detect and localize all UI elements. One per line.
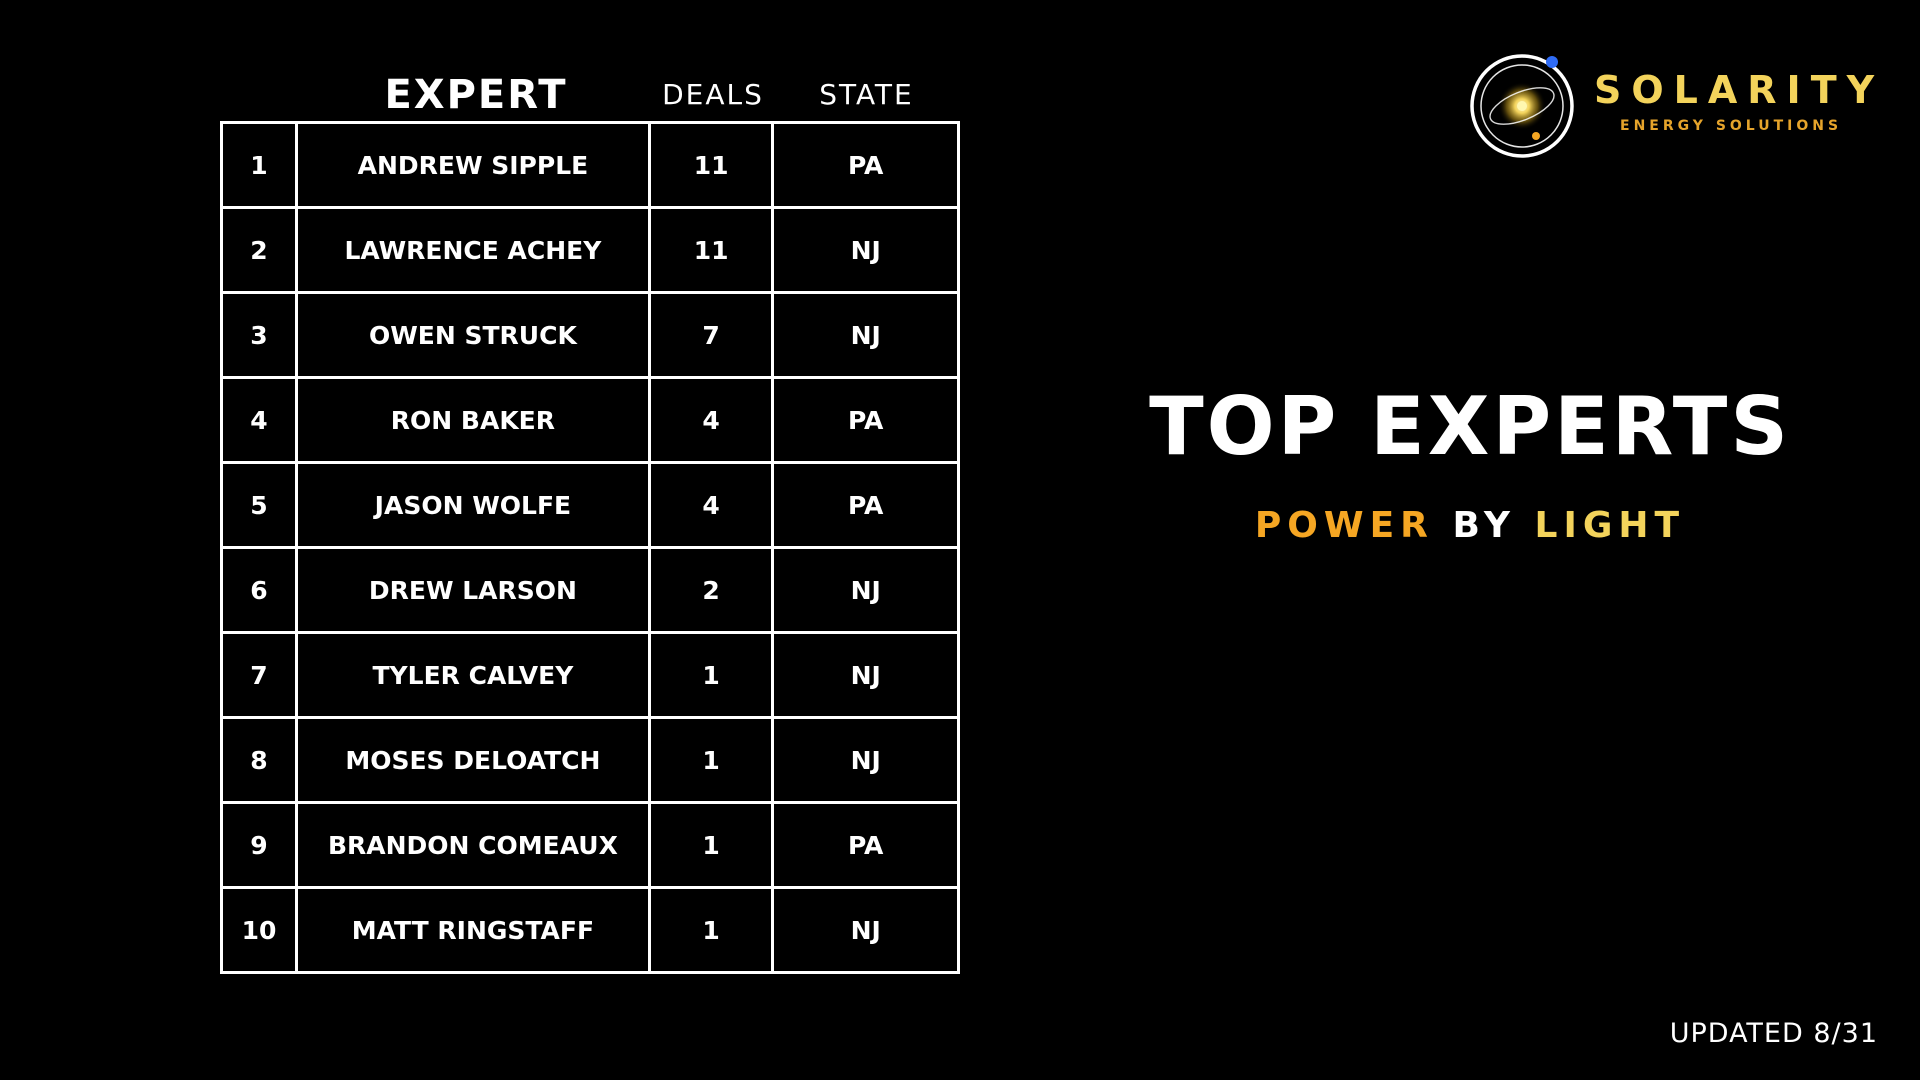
table-row: 7 TYLER CALVEY 1 NJ (219, 631, 960, 719)
brand-tagline: ENERGY SOLUTIONS (1620, 118, 1843, 134)
expert-name-cell: MOSES DELOATCH (295, 716, 651, 804)
rank-cell: 7 (219, 631, 299, 719)
expert-name-cell: ANDREW SIPPLE (295, 121, 651, 209)
deals-cell: 2 (647, 546, 775, 634)
table-row: 9 BRANDON COMEAUX 1 PA (219, 801, 960, 889)
rank-cell: 8 (219, 716, 299, 804)
state-cell: NJ (771, 546, 960, 634)
rank-cell: 3 (219, 291, 299, 379)
rank-cell: 4 (219, 376, 299, 464)
expert-name-cell: MATT RINGSTAFF (295, 886, 651, 974)
table-row: 2 LAWRENCE ACHEY 11 NJ (219, 206, 960, 294)
expert-name-cell: OWEN STRUCK (295, 291, 651, 379)
rank-cell: 9 (219, 801, 299, 889)
leaderboard-table: 1 ANDREW SIPPLE 11 PA 2 LAWRENCE ACHEY 11 NJ 3 OW… (219, 121, 960, 974)
state-cell: NJ (771, 291, 960, 379)
expert-name-cell: TYLER CALVEY (295, 631, 651, 719)
expert-column-header: EXPERT (384, 72, 568, 118)
deals-column-header: DEALS (662, 78, 764, 111)
rank-cell: 5 (219, 461, 299, 549)
rank-cell: 2 (219, 206, 299, 294)
expert-name-cell: JASON WOLFE (295, 461, 651, 549)
table-row: 8 MOSES DELOATCH 1 NJ (219, 716, 960, 804)
state-column-header: STATE (819, 78, 914, 111)
deals-cell: 1 (647, 716, 775, 804)
brand-name: SOLARITY (1594, 68, 1885, 112)
rank-cell: 1 (219, 121, 299, 209)
rank-cell: 6 (219, 546, 299, 634)
table-row: 5 JASON WOLFE 4 PA (219, 461, 960, 549)
expert-name-cell: DREW LARSON (295, 546, 651, 634)
state-cell: PA (771, 461, 960, 549)
table-row: 10 MATT RINGSTAFF 1 NJ (219, 886, 960, 974)
deals-cell: 11 (647, 206, 775, 294)
rank-cell: 10 (219, 886, 299, 974)
deals-cell: 11 (647, 121, 775, 209)
state-cell: PA (771, 376, 960, 464)
table-row: 6 DREW LARSON 2 NJ (219, 546, 960, 634)
state-cell: NJ (771, 206, 960, 294)
state-cell: NJ (771, 716, 960, 804)
page-subtitle: POWER BY LIGHT (1100, 505, 1840, 546)
table-row: 4 RON BAKER 4 PA (219, 376, 960, 464)
expert-name-cell: LAWRENCE ACHEY (295, 206, 651, 294)
deals-cell: 1 (647, 801, 775, 889)
updated-date: UPDATED 8/31 (1669, 1018, 1878, 1049)
subtitle-word-by: BY (1452, 505, 1516, 546)
state-cell: PA (771, 801, 960, 889)
state-cell: NJ (771, 886, 960, 974)
deals-cell: 7 (647, 291, 775, 379)
state-cell: NJ (771, 631, 960, 719)
solarity-logo: SOLARITY ENERGY SOLUTIONS (1466, 50, 1874, 162)
table-row: 3 OWEN STRUCK 7 NJ (219, 291, 960, 379)
subtitle-word-light: LIGHT (1534, 505, 1686, 546)
page-title: TOP EXPERTS (1149, 380, 1791, 473)
expert-name-cell: RON BAKER (295, 376, 651, 464)
leaderboard-body: 1 ANDREW SIPPLE 11 PA 2 LAWRENCE ACHEY 11 NJ 3 OW… (219, 121, 960, 974)
expert-name-cell: BRANDON COMEAUX (295, 801, 651, 889)
deals-cell: 4 (647, 461, 775, 549)
deals-cell: 4 (647, 376, 775, 464)
deals-cell: 1 (647, 631, 775, 719)
orbit-sun-icon (1470, 54, 1574, 158)
table-row: 1 ANDREW SIPPLE 11 PA (219, 121, 960, 209)
deals-cell: 1 (647, 886, 775, 974)
state-cell: PA (771, 121, 960, 209)
subtitle-word-power: POWER (1254, 505, 1434, 546)
